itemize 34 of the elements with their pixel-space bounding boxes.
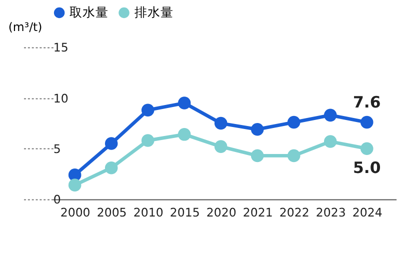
point [360, 116, 374, 129]
y-tick-label: 10 [53, 91, 68, 106]
point [178, 96, 191, 110]
point [250, 122, 264, 136]
y-tick-label: 15 [53, 40, 68, 55]
x-tick-label: 2020 [206, 205, 236, 220]
x-tick-label: 2022 [279, 205, 310, 220]
x-tick-label: 2021 [242, 205, 273, 220]
x-tick-label: 2000 [60, 205, 90, 220]
point [104, 161, 118, 174]
x-tick-label: 2010 [133, 205, 164, 220]
point [104, 137, 118, 150]
x-tick-label: 2005 [96, 205, 127, 220]
point [287, 149, 300, 162]
x-tick-label: 2023 [316, 205, 346, 220]
point [287, 116, 300, 129]
point [214, 140, 228, 153]
point [141, 104, 154, 116]
legend-label: 排水量 [134, 6, 174, 21]
point [178, 128, 191, 141]
y-tick-label: 5 [53, 142, 61, 156]
x-tick-label: 2024 [352, 205, 382, 220]
point [324, 135, 337, 148]
point [250, 149, 264, 162]
point [68, 178, 82, 192]
legend-label: 取水量 [70, 6, 109, 21]
point [360, 142, 374, 155]
point [214, 116, 228, 130]
point [324, 108, 337, 122]
data-label: 7.6 [352, 92, 381, 112]
x-tick-label: 2015 [170, 205, 200, 220]
y-axis-title: (m³/t) [8, 20, 42, 34]
point [141, 134, 154, 147]
data-label: 5.0 [352, 158, 381, 178]
